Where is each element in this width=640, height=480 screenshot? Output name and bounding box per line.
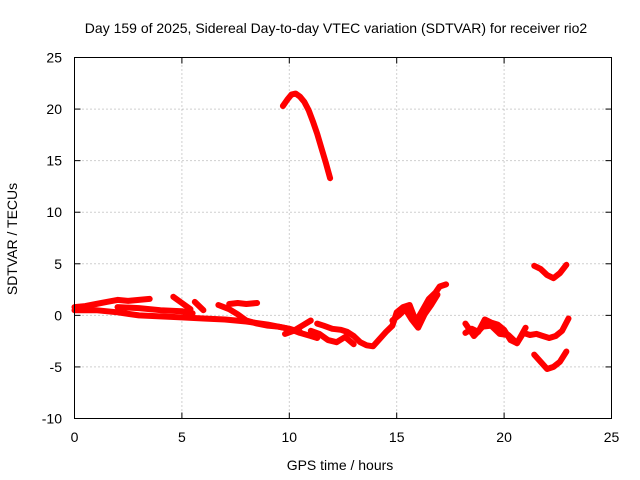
- series-seg-p: [531, 348, 570, 372]
- x-tick-label: 0: [71, 429, 79, 445]
- x-tick-label: 10: [282, 429, 298, 445]
- chart-title: Day 159 of 2025, Sidereal Day-to-day VTE…: [85, 20, 588, 36]
- series-seg-g: [226, 300, 261, 307]
- series-seg-n: [462, 320, 529, 347]
- series-seg-i: [314, 281, 450, 350]
- x-tick-label: 20: [496, 429, 512, 445]
- series-seg-l: [279, 90, 334, 182]
- series-seg-a: [71, 295, 153, 311]
- data-series: [71, 90, 572, 372]
- series-seg-d: [170, 293, 194, 313]
- series-seg-h: [282, 317, 314, 337]
- x-axis-label: GPS time / hours: [287, 457, 394, 473]
- x-tick-label: 25: [604, 429, 620, 445]
- y-tick-label: 5: [54, 256, 62, 272]
- y-tick-label: -10: [42, 411, 62, 427]
- series-seg-j: [307, 327, 357, 348]
- x-tick-label: 5: [178, 429, 186, 445]
- series-seg-e: [191, 298, 207, 314]
- series-seg-k: [389, 291, 441, 331]
- y-tick-label: 0: [54, 307, 62, 323]
- y-tick-label: 25: [46, 50, 62, 66]
- x-tick-label: 15: [389, 429, 405, 445]
- tick-labels: 0 5 10 15 20 25 -10 -5 0 5 10 15 20 25: [42, 50, 620, 446]
- axis-ticks: [74, 57, 612, 419]
- y-tick-label: -5: [50, 359, 63, 375]
- grid: [74, 57, 612, 419]
- series-seg-c: [114, 304, 196, 317]
- series-seg-o: [531, 261, 570, 282]
- y-tick-label: 10: [46, 204, 62, 220]
- plot-frame: [74, 57, 612, 419]
- y-axis-label: SDTVAR / TECUs: [4, 183, 20, 295]
- series-seg-f: [215, 302, 321, 341]
- y-tick-label: 20: [46, 101, 62, 117]
- y-tick-label: 15: [46, 153, 62, 169]
